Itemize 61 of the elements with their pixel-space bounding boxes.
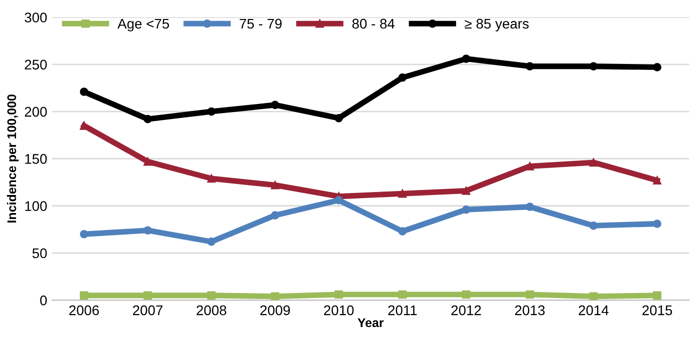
- point: [589, 158, 598, 167]
- x-axis-title: Year: [358, 318, 384, 328]
- point: [398, 227, 407, 236]
- y-tick-label: 300: [24, 12, 47, 22]
- point: [653, 291, 662, 300]
- y-tick-label: 250: [24, 60, 47, 70]
- point: [80, 88, 88, 96]
- y-tick-label: 100: [25, 201, 47, 212]
- x-tick-label: 2012: [451, 305, 481, 316]
- point: [526, 62, 534, 70]
- point: [653, 63, 662, 72]
- point: [207, 174, 216, 183]
- y-axis-title: Incidence per 100,000: [6, 94, 19, 222]
- point: [270, 100, 280, 110]
- point: [462, 205, 470, 214]
- x-tick-label: 2013: [515, 305, 545, 316]
- point: [207, 238, 216, 246]
- y-tick-label: 50: [32, 248, 47, 258]
- point: [270, 211, 280, 220]
- y-tick-label: 0: [40, 295, 47, 306]
- point: [80, 230, 88, 238]
- x-tick-label: 2009: [260, 305, 290, 316]
- point: [80, 291, 88, 300]
- point: [334, 290, 343, 299]
- x-tick-label: 2008: [196, 305, 226, 316]
- point: [144, 226, 152, 235]
- point: [334, 196, 343, 204]
- x-tick-label: 2015: [642, 305, 672, 316]
- point: [526, 162, 534, 170]
- legend-label: 75 - 79: [240, 18, 282, 29]
- legend-label: Age <75: [118, 18, 170, 32]
- point: [144, 291, 152, 300]
- point: [270, 292, 280, 300]
- point: [462, 290, 470, 299]
- point: [398, 290, 407, 299]
- point: [653, 176, 662, 185]
- point: [462, 186, 470, 195]
- point: [526, 202, 534, 211]
- x-tick-label: 2006: [69, 305, 99, 316]
- y-tick-label: 150: [25, 154, 47, 164]
- legend-label: ≥ 85 years: [464, 18, 529, 32]
- point: [589, 62, 598, 70]
- point: [589, 292, 598, 300]
- point: [398, 189, 407, 198]
- point: [144, 114, 152, 124]
- x-tick-label: 2010: [324, 305, 354, 316]
- point: [270, 180, 280, 190]
- point: [526, 290, 534, 299]
- point: [207, 107, 216, 116]
- point: [207, 291, 216, 300]
- point: [334, 114, 343, 122]
- x-tick-label: 2007: [132, 305, 162, 316]
- y-tick-label: 200: [24, 106, 47, 117]
- point: [144, 157, 152, 166]
- point: [398, 73, 407, 82]
- legend-label: 80 - 84: [352, 18, 395, 29]
- point: [462, 54, 470, 63]
- x-tick-label: 2014: [578, 305, 609, 316]
- point: [589, 221, 598, 230]
- point: [653, 220, 662, 228]
- x-tick-label: 2011: [388, 305, 417, 316]
